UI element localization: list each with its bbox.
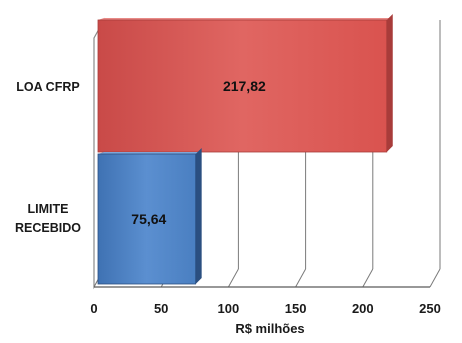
x-tick-label: 250	[419, 301, 441, 316]
floor-gridline	[429, 268, 441, 288]
labels: 217,82 75,64 LOA CFRP LIMITE RECEBIDO 0 50 100 1…	[15, 78, 441, 316]
data-label: 75,64	[131, 211, 166, 227]
floor-gridline	[295, 268, 307, 288]
bar-side-face	[195, 148, 202, 284]
bar	[97, 19, 388, 153]
floor-gridline	[227, 268, 239, 288]
bar-top-face	[98, 152, 202, 154]
bar	[97, 153, 197, 285]
category-label-line: RECEBIDO	[15, 221, 81, 235]
x-tick-label: 0	[90, 301, 97, 316]
bars	[97, 14, 393, 285]
x-axis-title: R$ milhões	[235, 321, 304, 336]
category-label-line: LIMITE	[28, 202, 69, 216]
bar-side-face	[386, 14, 393, 152]
x-tick-label: 200	[352, 301, 374, 316]
floor-gridline	[362, 268, 374, 288]
x-tick-label: 100	[218, 301, 240, 316]
category-label: LOA CFRP	[16, 80, 79, 94]
x-tick-label: 50	[154, 301, 168, 316]
data-label: 217,82	[223, 78, 266, 94]
x-tick-label: 150	[285, 301, 307, 316]
bar-top-face	[98, 18, 393, 20]
